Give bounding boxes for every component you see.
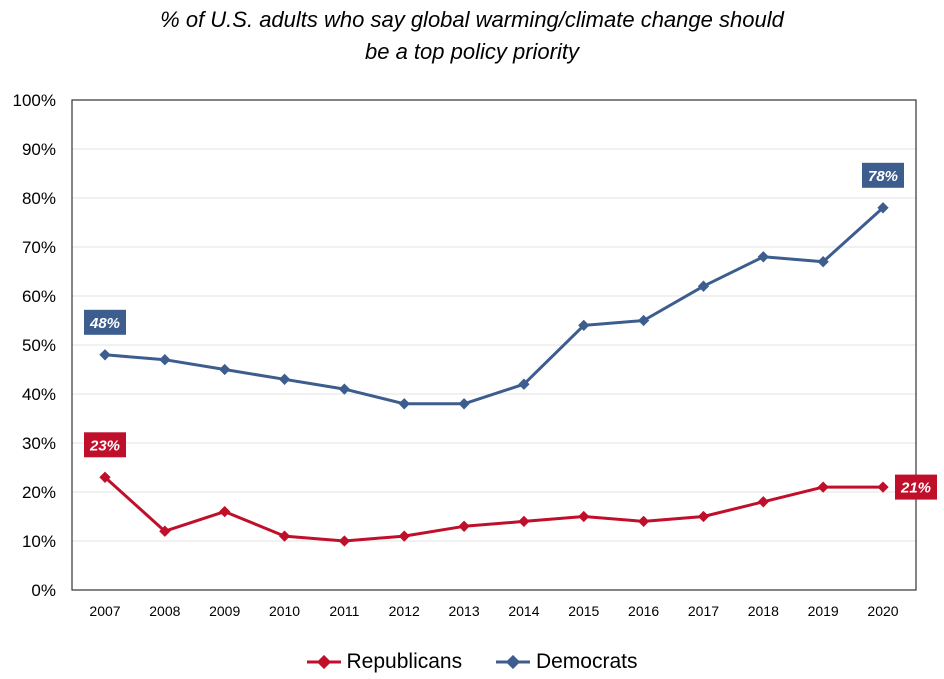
y-tick-label: 70% — [22, 238, 56, 257]
data-point-democrats — [99, 349, 111, 361]
y-tick-label: 100% — [13, 91, 56, 110]
chart-title: % of U.S. adults who say global warming/… — [0, 4, 944, 68]
data-label-box — [862, 162, 904, 188]
x-tick-label: 2008 — [149, 603, 180, 619]
y-tick-label: 20% — [22, 483, 56, 502]
chart-title-line-2: be a top policy priority — [365, 39, 579, 64]
data-point-republicans — [637, 515, 650, 528]
data-point-republicans — [757, 496, 769, 508]
y-tick-label: 10% — [22, 532, 56, 551]
legend-marker-democrats — [505, 655, 521, 669]
x-tick-label: 2010 — [269, 603, 300, 619]
y-tick-label: 50% — [22, 336, 56, 355]
legend-item-democrats: Democrats — [495, 650, 638, 674]
data-point-republicans — [578, 510, 590, 523]
data-point-republicans — [697, 510, 710, 523]
y-tick-label: 90% — [22, 140, 56, 159]
plot-area-frame — [71, 99, 917, 591]
data-point-republicans — [458, 520, 470, 532]
data-label-box — [895, 474, 937, 500]
data-point-republicans — [219, 505, 231, 518]
data-point-republicans — [278, 530, 291, 542]
y-axis-ticks: 0% 10% 20% 30% 40% 50% 60% 70% 80% 90% 100% — [13, 91, 56, 600]
data-label-text: 48% — [89, 315, 120, 332]
data-label-box — [84, 309, 126, 335]
legend-marker-republicans — [316, 655, 331, 669]
data-point-democrats — [637, 314, 650, 327]
y-tick-label: 30% — [22, 434, 56, 453]
x-tick-label: 2009 — [209, 603, 240, 619]
x-tick-label: 2016 — [628, 603, 659, 619]
data-point-republicans — [338, 535, 351, 547]
legend-item-republicans: Republicans — [306, 650, 463, 674]
series-line-republicans — [103, 476, 883, 543]
legend-label-republicans: Republicans — [346, 650, 463, 673]
series-line-democrats — [104, 206, 885, 406]
x-tick-label: 2011 — [329, 603, 359, 619]
data-point-republicans — [159, 525, 171, 537]
chart-title-line-1: % of U.S. adults who say global warming/… — [160, 7, 784, 32]
legend-swatch-republicans — [306, 655, 341, 669]
x-tick-label: 2020 — [867, 603, 898, 619]
y-tick-label: 80% — [22, 189, 56, 208]
x-tick-label: 2013 — [448, 603, 479, 619]
data-labels: 23% 21% 48% 78% — [84, 162, 937, 500]
y-tick-label: 0% — [31, 581, 56, 600]
x-axis-ticks: 2007 2008 2009 2010 2011 2012 2013 2014 2015 2016… — [89, 603, 898, 619]
x-tick-label: 2012 — [389, 603, 420, 619]
data-label-republicans: 21% — [895, 474, 937, 500]
data-label-text: 21% — [900, 480, 931, 497]
x-tick-label: 2017 — [688, 603, 719, 619]
data-point-republicans — [817, 481, 829, 493]
x-tick-label: 2007 — [89, 603, 120, 619]
data-point-republicans — [877, 481, 889, 493]
data-point-republicans — [398, 530, 410, 542]
x-tick-label: 2018 — [748, 603, 779, 619]
legend: Republicans Democrats — [0, 650, 944, 675]
data-point-democrats — [338, 383, 351, 395]
data-point-democrats — [757, 251, 769, 263]
x-tick-label: 2014 — [508, 603, 539, 619]
gridlines — [72, 148, 916, 542]
data-label-box — [84, 432, 126, 458]
data-point-democrats — [458, 398, 470, 410]
data-point-democrats — [398, 398, 410, 410]
data-point-democrats — [877, 202, 889, 214]
data-label-democrats: 48% — [84, 309, 126, 335]
data-point-democrats — [518, 378, 530, 390]
data-point-democrats — [578, 319, 590, 332]
data-point-democrats — [278, 373, 291, 385]
legend-swatch-democrats — [495, 655, 530, 669]
data-point-democrats — [817, 256, 829, 268]
data-label-republicans: 23% — [84, 432, 126, 458]
series — [99, 202, 889, 547]
data-point-democrats — [697, 280, 710, 292]
data-point-democrats — [219, 363, 231, 376]
x-tick-label: 2019 — [808, 603, 839, 619]
x-tick-label: 2015 — [568, 603, 599, 619]
data-point-republicans — [518, 515, 530, 528]
y-tick-label: 60% — [22, 287, 56, 306]
data-point-democrats — [159, 354, 171, 366]
data-label-text: 78% — [868, 168, 898, 185]
data-label-democrats: 78% — [862, 162, 904, 188]
y-tick-label: 40% — [22, 385, 56, 404]
legend-label-democrats: Democrats — [535, 650, 638, 673]
data-label-text: 23% — [89, 437, 120, 454]
